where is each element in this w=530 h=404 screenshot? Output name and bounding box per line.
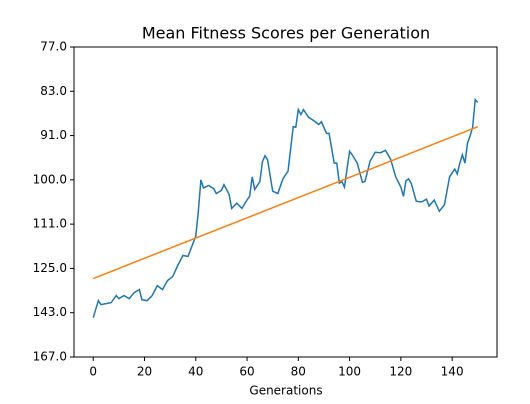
data-line [92, 97, 479, 318]
data-line [92, 126, 479, 280]
x-axis-label: Generations [249, 384, 322, 398]
y-tick-label: 77.0 [40, 40, 67, 54]
x-tick-label: 60 [239, 365, 254, 379]
y-tick-label: 125.0 [33, 261, 67, 275]
x-tick-label: 40 [188, 365, 203, 379]
y-tick-label: 83.0 [40, 84, 67, 98]
plot-frame [73, 46, 498, 358]
x-tick-label: 20 [137, 365, 152, 379]
x-tick-label: 80 [291, 365, 306, 379]
x-tick-label: 100 [338, 365, 361, 379]
y-tick-label: 100.0 [33, 172, 67, 186]
y-tick-label: 143.0 [33, 305, 67, 319]
y-tick-label: 91.0 [40, 128, 67, 142]
x-tick-label: 0 [89, 365, 97, 379]
y-tick-label: 111.0 [33, 217, 67, 231]
y-tick-label: 167.0 [33, 350, 67, 364]
chart-title: Mean Fitness Scores per Generation [142, 24, 430, 43]
x-tick-label: 120 [389, 365, 412, 379]
x-tick-label: 140 [441, 365, 464, 379]
